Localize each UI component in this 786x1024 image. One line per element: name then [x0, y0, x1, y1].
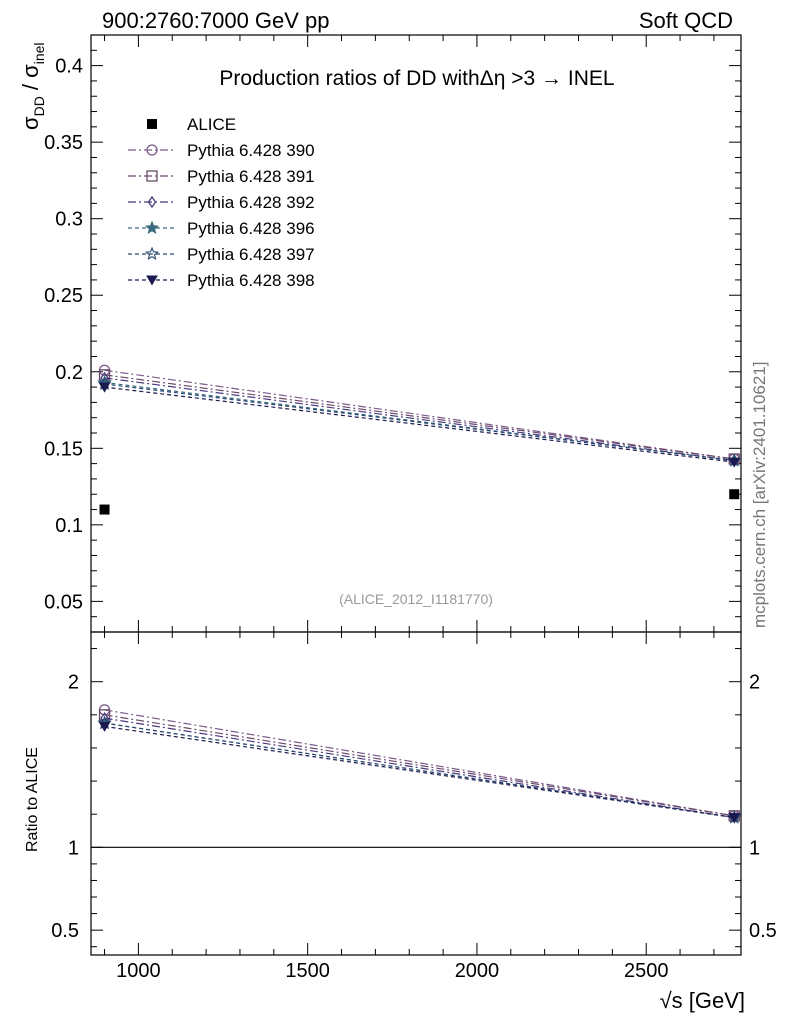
ratio-line-6 — [104, 725, 735, 819]
chart-title-suffix: >3 → INEL — [505, 67, 614, 90]
ratio-y-tick-label-left: 2 — [68, 672, 79, 694]
y-tick-label: 0.35 — [44, 132, 83, 154]
alice-data-points — [99, 489, 740, 515]
series-point-6 — [728, 457, 741, 468]
chart-title-eta: Δη — [480, 67, 506, 90]
ratio-y-tick-label-right: 2 — [749, 672, 760, 694]
legend-label-3: Pythia 6.428 392 — [187, 193, 315, 212]
chart-title: Production ratios of DD withΔη >3 → INEL — [219, 67, 614, 90]
chart-title-prefix: Production ratios of DD with — [219, 67, 479, 90]
series-point-6 — [98, 382, 111, 393]
legend-marker-alice — [147, 119, 157, 129]
header-left: 900:2760:7000 GeV pp — [102, 8, 330, 33]
x-tick-label: 2000 — [455, 960, 500, 982]
y-tick-label: 0.4 — [55, 56, 83, 78]
ratio-line-5 — [104, 722, 735, 819]
ratio-y-tick-label-right: 0.5 — [749, 920, 777, 942]
ratio-point-6 — [98, 721, 111, 732]
ratio-series-group — [97, 704, 742, 824]
y-tick-label: 0.25 — [44, 285, 83, 307]
x-tick-label: 2500 — [624, 960, 669, 982]
series-line-3 — [104, 377, 735, 462]
ratio-y-tick-label-left: 1 — [68, 837, 79, 859]
y-tick-label: 0.05 — [44, 591, 83, 613]
ylabel-sub-dd: DD — [31, 96, 47, 116]
side-label: mcplots.cern.ch [arXiv:2401.10621] — [750, 362, 769, 628]
ratio-y-tick-label-right: 1 — [749, 837, 760, 859]
ratio-line-2 — [104, 714, 735, 817]
legend-marker-1 — [146, 144, 158, 156]
series-line-1 — [104, 369, 735, 460]
alice-point — [99, 504, 110, 515]
ratio-y-tick-label-left: 0.5 — [51, 920, 79, 942]
legend-marker-2 — [146, 170, 158, 182]
legend-label-2: Pythia 6.428 391 — [187, 167, 315, 186]
x-tick-label: 1500 — [285, 960, 330, 982]
ylabel-sigma: σ — [18, 116, 43, 130]
y-tick-label: 0.15 — [44, 438, 83, 460]
ratio-line-1 — [104, 709, 735, 817]
main-y-axis: 0.05 0.1 0.15 0.2 0.25 0.3 0.35 0.4 — [44, 34, 741, 633]
ylabel-sub-inel: inel — [31, 42, 47, 64]
alice-point — [729, 489, 740, 500]
header-right: Soft QCD — [639, 8, 733, 33]
ratio-line-3 — [104, 717, 735, 819]
ratio-y-axis: 0.5 0.5 1 1 2 2 — [51, 648, 777, 948]
y-tick-label: 0.2 — [55, 362, 83, 384]
y-tick-label: 0.3 — [55, 209, 83, 231]
legend-label-1: Pythia 6.428 390 — [187, 141, 315, 160]
ratio-point-6 — [728, 813, 741, 824]
series-line-5 — [104, 383, 735, 462]
x-axis: 1000 1500 2000 2500 — [104, 35, 715, 982]
x-axis-label: √s [GeV] — [660, 988, 745, 1013]
series-line-6 — [104, 386, 735, 463]
legend-label-4: Pythia 6.428 396 — [187, 219, 315, 238]
y-tick-label: 0.1 — [55, 515, 83, 537]
legend: ALICE Pythia 6.428 390 Pythia 6.428 391 Pyt… — [128, 115, 315, 290]
legend-marker-3 — [147, 195, 157, 209]
y-axis-label: σDD / σinel — [18, 42, 47, 130]
legend-label-5: Pythia 6.428 397 — [187, 245, 315, 264]
ylabel-sep: / σ — [18, 64, 43, 96]
ratio-panel-frame — [90, 631, 742, 956]
legend-label-6: Pythia 6.428 398 — [187, 271, 315, 290]
legend-label-alice: ALICE — [187, 115, 236, 134]
svg-text:mcplots.cern.ch [arXiv:2401.10: mcplots.cern.ch [arXiv:2401.10621] — [750, 362, 769, 628]
svg-text:Ratio to ALICE: Ratio to ALICE — [24, 747, 41, 852]
ratio-y-label: Ratio to ALICE — [24, 747, 41, 852]
analysis-watermark: (ALICE_2012_I1181770) — [339, 591, 493, 607]
series-line-2 — [104, 374, 735, 460]
legend-marker-4 — [144, 220, 160, 235]
legend-marker-5 — [144, 246, 160, 261]
legend-marker-6 — [146, 275, 158, 286]
x-tick-label: 1000 — [116, 960, 161, 982]
svg-text:σDD / σinel: σDD / σinel — [18, 42, 47, 130]
main-series-group — [97, 364, 742, 468]
